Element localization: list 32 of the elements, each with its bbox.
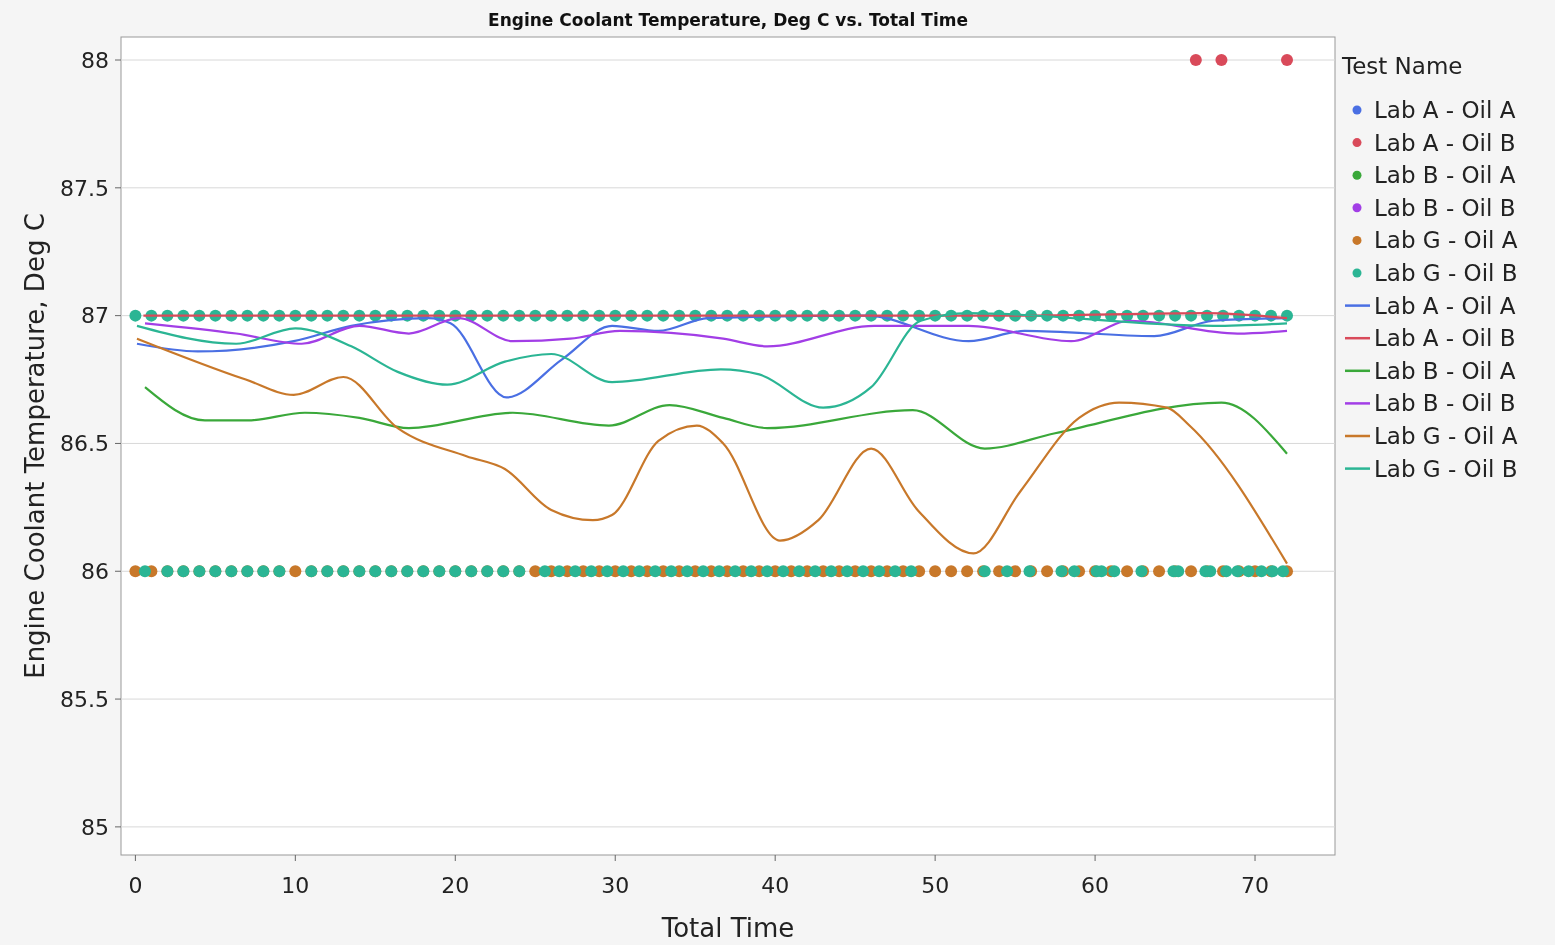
y-tick-label: 87 bbox=[81, 303, 109, 329]
legend-label: Lab G - Oil B bbox=[1374, 260, 1518, 287]
legend-label: Lab A - Oil A bbox=[1374, 292, 1516, 319]
y-tick-label: 85 bbox=[81, 814, 109, 840]
x-tick-label: 10 bbox=[281, 873, 310, 898]
legend-title: Test Name bbox=[1341, 53, 1463, 79]
legend-label: Lab A - Oil A bbox=[1374, 97, 1516, 124]
x-tick-label: 40 bbox=[761, 873, 790, 898]
legend-label: Lab B - Oil B bbox=[1374, 194, 1516, 221]
legend-label: Lab G - Oil A bbox=[1374, 423, 1518, 450]
legend-label: Lab A - Oil B bbox=[1374, 129, 1516, 156]
y-tick-label: 86.5 bbox=[60, 431, 109, 457]
legend-label: Lab G - Oil A bbox=[1374, 227, 1518, 254]
legend-label: Lab G - Oil B bbox=[1374, 455, 1518, 482]
legend-label: Lab B - Oil A bbox=[1374, 357, 1516, 384]
legend-label: Lab B - Oil A bbox=[1374, 162, 1516, 189]
x-tick-label: 0 bbox=[128, 873, 143, 898]
x-tick-label: 50 bbox=[921, 873, 950, 898]
y-tick-label: 87.5 bbox=[60, 175, 109, 201]
y-tick-label: 88 bbox=[81, 47, 109, 73]
x-tick-label: 60 bbox=[1081, 873, 1110, 898]
chart-title: Engine Coolant Temperature, Deg C vs. Total Time bbox=[488, 10, 968, 30]
x-axis-title: Total Time bbox=[660, 913, 795, 943]
x-tick-label: 20 bbox=[441, 873, 470, 898]
y-axis-title: Engine Coolant Temperature, Deg C bbox=[20, 213, 50, 679]
x-tick-label: 30 bbox=[601, 873, 630, 898]
y-tick-label: 85.5 bbox=[60, 686, 109, 712]
legend-label: Lab A - Oil B bbox=[1374, 325, 1516, 352]
y-tick-label: 86 bbox=[81, 558, 109, 584]
legend-label: Lab B - Oil B bbox=[1374, 390, 1516, 417]
x-tick-label: 70 bbox=[1241, 873, 1270, 898]
line-series bbox=[143, 386, 1289, 455]
